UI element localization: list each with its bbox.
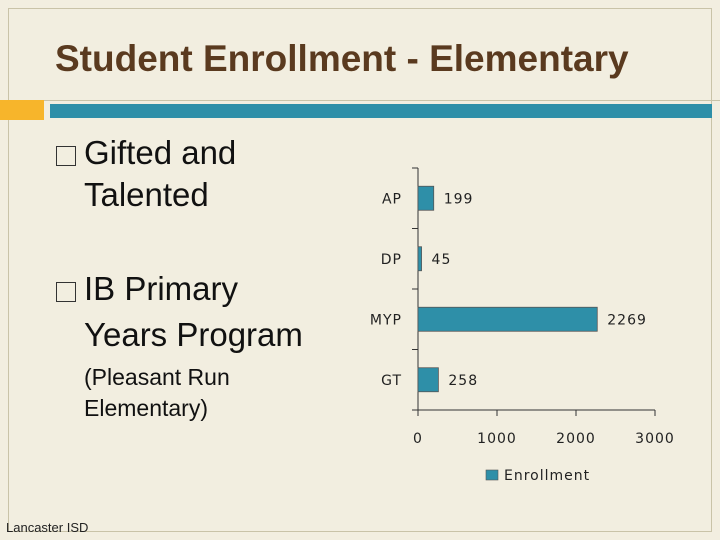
data-label: 199 — [444, 191, 474, 207]
bar-ap — [417, 185, 435, 211]
sub-note: (Pleasant Run Elementary) — [84, 362, 230, 424]
bar-myp — [417, 306, 598, 332]
accent-bar-gold — [0, 100, 44, 120]
sub-note-line1: (Pleasant Run — [84, 364, 230, 390]
bullet-text-line1: IB Primary — [84, 270, 239, 307]
slide-title: Student Enrollment - Elementary — [55, 38, 629, 79]
checkbox-bullet-icon — [56, 146, 76, 166]
bullet-text-line1: Gifted and — [84, 134, 237, 171]
category-label: GT — [381, 373, 402, 389]
accent-bar-frame — [44, 100, 720, 120]
slide-frame — [8, 8, 712, 532]
data-label: 258 — [448, 373, 478, 389]
footer-text: Lancaster ISD — [6, 520, 89, 535]
accent-bar-teal — [50, 104, 712, 118]
legend-label: Enrollment — [504, 468, 590, 484]
category-label: AP — [382, 191, 402, 207]
x-tick-label: 0 — [413, 431, 423, 447]
category-label: DP — [381, 252, 402, 268]
x-tick-label: 1000 — [477, 431, 517, 447]
bar-gt — [417, 367, 439, 393]
data-label: 45 — [432, 252, 452, 268]
x-tick-label: 3000 — [635, 431, 675, 447]
checkbox-bullet-icon — [56, 282, 76, 302]
bullet-text-line2: Talented — [84, 176, 209, 213]
category-label: MYP — [370, 312, 402, 328]
x-tick-label: 2000 — [556, 431, 596, 447]
bullet-text-line2: Years Program — [84, 316, 303, 353]
bar-dp — [417, 246, 422, 272]
data-label: 2269 — [607, 312, 647, 328]
legend-swatch — [485, 469, 499, 481]
sub-note-line2: Elementary) — [84, 395, 208, 421]
